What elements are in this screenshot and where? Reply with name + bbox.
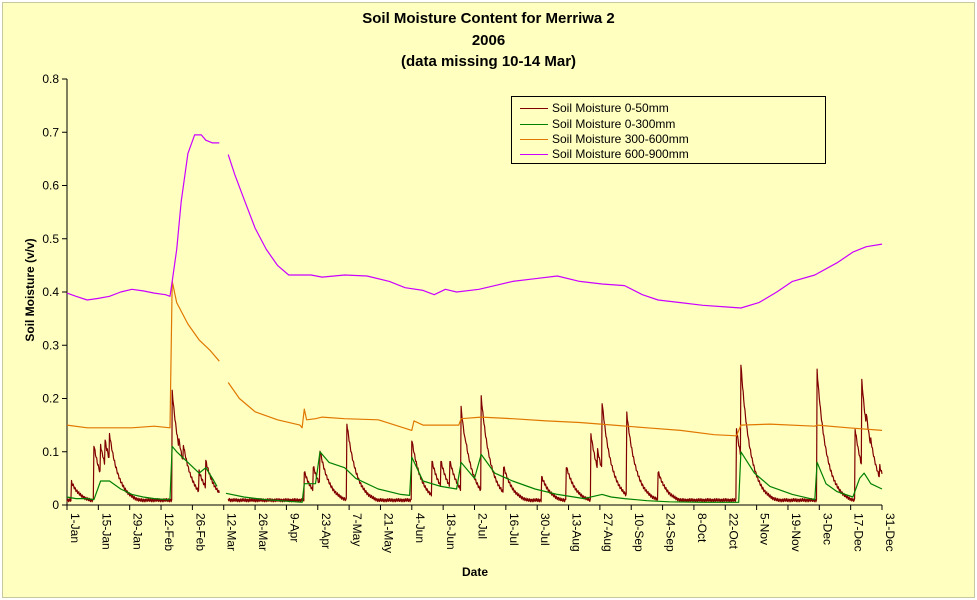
legend-item: Soil Moisture 0-50mm	[520, 100, 669, 116]
x-tick-label: 18-Jun	[444, 513, 458, 550]
x-tick-label: 5-Nov	[758, 513, 772, 545]
plot-layer: 0 0.1 0.2 0.3 0.4 0.5 0.6 0.7 0.8 1-Jan 15-Jan 29-J…	[42, 72, 897, 553]
x-tick-label: 1-Jan	[68, 513, 82, 543]
x-tick-label: 3-Dec	[820, 513, 834, 545]
series-line-3	[66, 134, 883, 309]
series-line-1	[66, 445, 883, 503]
legend-swatch-3	[520, 153, 548, 155]
legend-label: Soil Moisture 600-900mm	[552, 147, 689, 161]
x-tick-label: 26-Feb	[193, 513, 207, 551]
x-tick-label: 16-Jul	[507, 513, 521, 546]
x-tick-label: 30-Jul	[538, 513, 552, 546]
chart-note: (data missing 10-14 Mar)	[400, 53, 577, 70]
x-tick-label: 7-May	[350, 513, 364, 546]
y-tick-label: 0.8	[42, 72, 59, 86]
legend-item: Soil Moisture 0-300mm	[520, 116, 675, 132]
y-axis-label: Soil Moisture (v/v)	[23, 238, 37, 341]
x-tick-label: 8-Oct	[695, 513, 709, 543]
x-tick-label: 4-Jun	[413, 513, 427, 543]
x-tick-label: 19-Nov	[789, 513, 803, 552]
x-tick-label: 12-Feb	[162, 513, 176, 551]
x-tick-label: 23-Apr	[319, 513, 333, 549]
x-tick-label: 31-Dec	[883, 513, 897, 552]
chart-subtitle: 2006	[471, 32, 506, 49]
x-tick-label: 17-Dec	[852, 513, 866, 552]
x-tick-label: 21-May	[381, 513, 395, 553]
x-tick-label: 29-Jan	[131, 513, 145, 550]
legend-label: Soil Moisture 300-600mm	[552, 132, 689, 146]
y-tick-label: 0.2	[42, 392, 59, 406]
legend-swatch-1	[520, 123, 548, 125]
legend-swatch-2	[520, 138, 548, 140]
y-tick-label: 0.5	[42, 232, 59, 246]
x-tick-label: 27-Aug	[601, 513, 615, 552]
x-tick-label: 2-Jul	[476, 513, 490, 539]
x-tick-label: 22-Oct	[726, 513, 740, 550]
y-tick-label: 0.3	[42, 338, 59, 352]
legend-swatch-0	[520, 107, 548, 109]
x-tick-label: 12-Mar	[225, 513, 239, 551]
y-tick-label: 0.1	[42, 445, 59, 459]
x-axis-label: Date	[462, 565, 488, 579]
legend-item: Soil Moisture 600-900mm	[520, 146, 689, 162]
x-tick-label: 10-Sep	[632, 513, 646, 552]
y-tick-label: 0.4	[42, 285, 59, 299]
x-tick-label: 24-Sep	[664, 513, 678, 552]
series-line-0	[66, 364, 883, 503]
legend-label: Soil Moisture 0-50mm	[552, 101, 669, 115]
legend-label: Soil Moisture 0-300mm	[552, 117, 676, 131]
x-tick-label: 13-Aug	[570, 513, 584, 552]
legend-item: Soil Moisture 300-600mm	[520, 131, 689, 147]
series-line-2	[66, 280, 883, 437]
y-tick-label: 0.7	[42, 125, 59, 139]
legend: Soil Moisture 0-50mm Soil Moisture 0-300…	[511, 96, 826, 164]
chart-title: Soil Moisture Content for Merriwa 2	[362, 10, 615, 27]
x-tick-label: 15-Jan	[99, 513, 113, 550]
x-tick-label: 26-Mar	[256, 513, 270, 551]
y-tick-label: 0	[52, 498, 59, 512]
x-tick-label: 9-Apr	[287, 513, 301, 542]
y-tick-label: 0.6	[42, 179, 59, 193]
